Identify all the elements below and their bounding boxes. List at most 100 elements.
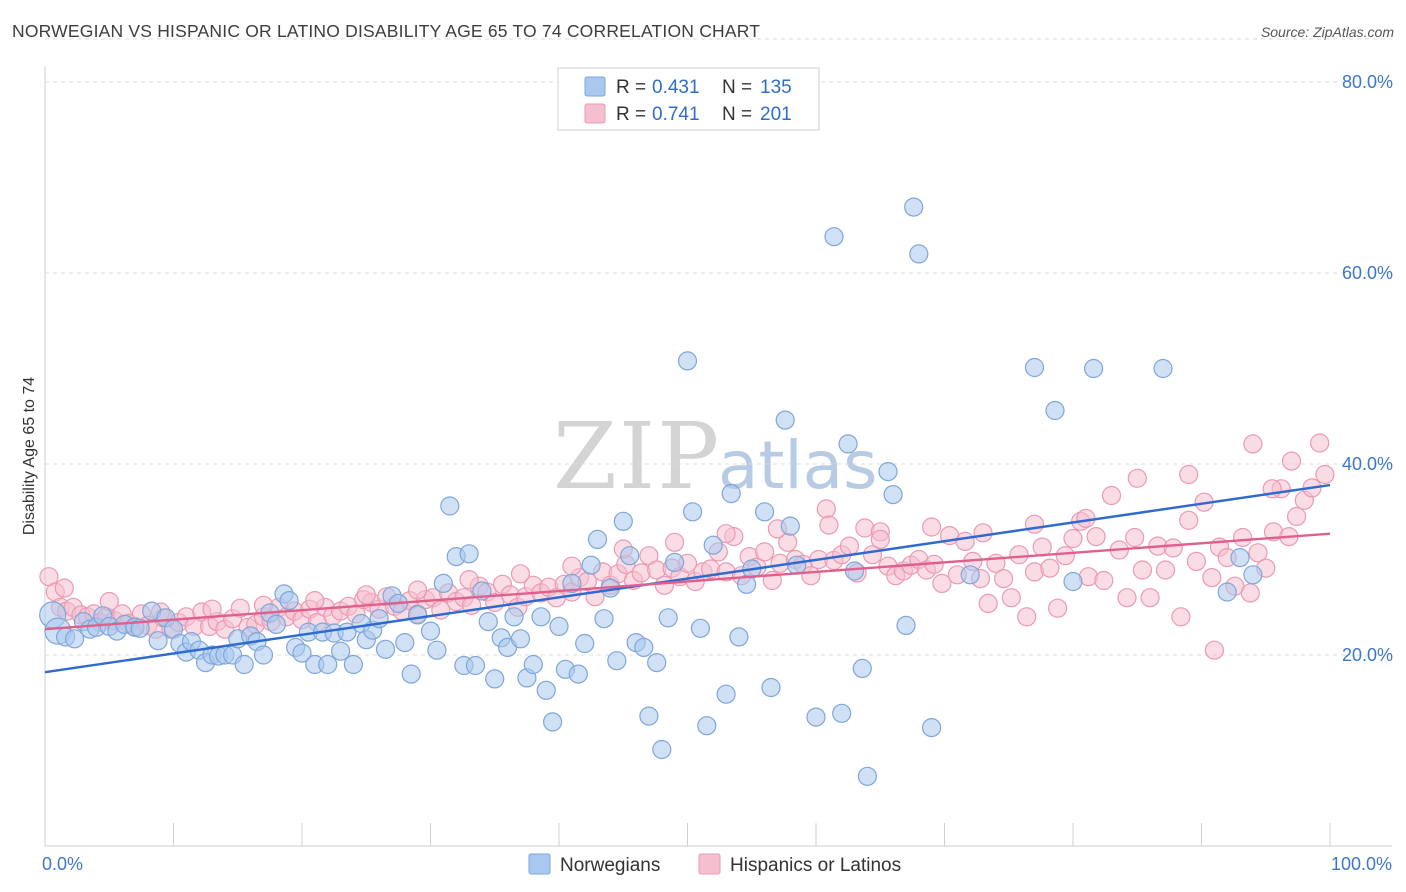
- norwegian-trend-line: [44, 483, 1331, 674]
- norwegian-point-57: [433, 573, 453, 594]
- norwegian-point-12: [130, 618, 150, 638]
- hispanic-point-118: [932, 573, 952, 594]
- hispanic-point-149: [1171, 607, 1191, 627]
- x-tick-label-min: 0.0%: [42, 854, 83, 874]
- norwegian-point-125: [1063, 571, 1083, 592]
- norwegian-point-52: [395, 632, 415, 653]
- hispanic-point-189: [1076, 508, 1096, 529]
- norwegian-point-100: [721, 484, 741, 504]
- legend-r-value-1: 0.431: [652, 77, 700, 98]
- norwegian-point-111: [832, 703, 852, 723]
- hispanic-point-133: [1047, 598, 1068, 618]
- legend-swatch-hispanics: [584, 103, 606, 124]
- hispanic-point-174: [305, 590, 325, 611]
- x-tick-label-max: 100.0%: [1331, 854, 1392, 874]
- hispanic-point-191: [1179, 464, 1199, 485]
- norwegian-point-72: [531, 607, 551, 627]
- hispanic-point-190: [1127, 468, 1147, 488]
- hispanic-point-179: [562, 556, 582, 576]
- hispanic-point-134: [1055, 546, 1075, 566]
- hispanic-point-106: [839, 536, 860, 556]
- hispanic-point-184: [819, 515, 839, 535]
- hispanic-point-127: [1001, 588, 1021, 608]
- norwegian-point-65: [485, 669, 505, 689]
- norwegian-point-96: [690, 618, 711, 638]
- legend-r-value-2: 0.741: [652, 104, 700, 125]
- norwegian-point-62: [465, 655, 486, 676]
- norwegian-point-68: [504, 607, 524, 627]
- chart-source: Source: ZipAtlas.com: [1260, 24, 1394, 40]
- hispanic-point-147: [1155, 560, 1176, 580]
- norwegian-point-64: [478, 611, 498, 632]
- norwegian-point-89: [639, 706, 659, 726]
- norwegian-point-42: [331, 641, 351, 661]
- norwegian-point-14: [148, 631, 168, 651]
- norwegian-point-49: [375, 639, 396, 659]
- norwegian-point-106: [775, 410, 795, 430]
- norwegian-point-44: [343, 654, 363, 675]
- hispanic-point-138: [1086, 526, 1106, 547]
- y-tick-label-80: 80.0%: [1342, 72, 1393, 92]
- norwegian-point-80: [581, 555, 601, 575]
- hispanic-point-128: [1009, 545, 1029, 565]
- hispanic-trend-line: [44, 532, 1331, 631]
- norwegian-point-109: [806, 707, 826, 727]
- y-axis-label: Disability Age 65 to 74: [21, 377, 38, 535]
- norwegian-point-93: [664, 552, 685, 573]
- norwegian-point-122: [960, 565, 980, 585]
- legend-n-value-1: 135: [760, 77, 792, 98]
- hispanic-point-145: [1140, 588, 1160, 608]
- norwegian-point-119: [904, 197, 924, 217]
- norwegian-point-3: [64, 629, 85, 649]
- norwegian-point-79: [575, 633, 595, 654]
- bottom-legend-swatch-norwegians: [528, 853, 551, 875]
- hispanic-point-176: [408, 580, 428, 600]
- hispanic-point-148: [1163, 538, 1183, 558]
- norwegian-point-99: [716, 684, 736, 704]
- norwegian-point-27: [234, 654, 254, 675]
- norwegian-point-118: [896, 615, 916, 636]
- y-tick-labels: 20.0% 40.0% 60.0% 80.0%: [1342, 72, 1393, 665]
- norwegian-point-73: [536, 680, 556, 700]
- x-ticks: [44, 823, 1331, 846]
- legend-swatch-norwegians: [584, 76, 606, 97]
- hispanic-point-153: [1202, 567, 1222, 588]
- hispanic-point-151: [1186, 551, 1207, 572]
- hispanic-point-144: [1132, 560, 1153, 580]
- hispanic-point-178: [510, 564, 531, 584]
- hispanic-point-126: [993, 568, 1014, 589]
- norwegian-point-116: [878, 462, 898, 482]
- hispanic-point-158: [1240, 583, 1260, 603]
- hispanic-point-168: [1315, 464, 1335, 485]
- hispanic-point-131: [1032, 537, 1052, 557]
- norwegian-point-104: [754, 502, 775, 522]
- trend-lines: [44, 483, 1331, 674]
- legend-n-label-1: N =: [722, 77, 752, 98]
- norwegian-point-81: [587, 529, 608, 550]
- norwegian-point-128: [1217, 582, 1237, 602]
- norwegian-point-53: [401, 664, 421, 684]
- hispanic-point-185: [870, 529, 890, 550]
- norwegian-point-56: [427, 640, 447, 660]
- bottom-legend: Norwegians Hispanics or Latinos: [528, 853, 901, 876]
- bottom-legend-swatch-hispanics: [698, 853, 721, 875]
- hispanic-point-135: [1063, 528, 1083, 549]
- norwegian-point-84: [607, 651, 627, 671]
- norwegian-point-61: [459, 544, 479, 564]
- hispanic-point-187: [973, 523, 993, 543]
- hispanic-point-192: [1243, 434, 1263, 454]
- norwegian-point-74: [542, 712, 563, 732]
- norwegian-point-78: [568, 664, 588, 684]
- norwegian-point-58: [440, 496, 460, 516]
- watermark-zip: ZIP: [553, 403, 721, 510]
- norwegian-point-34: [279, 590, 299, 611]
- hispanic-point-169: [54, 578, 74, 598]
- hispanic-point-194: [1204, 640, 1225, 660]
- hispanic-point-124: [978, 593, 998, 614]
- norwegian-point-55: [420, 621, 441, 641]
- legend-n-value-2: 201: [760, 104, 792, 125]
- norwegian-point-86: [620, 546, 640, 566]
- norwegian-point-115: [857, 766, 878, 786]
- norwegian-point-97: [697, 716, 717, 736]
